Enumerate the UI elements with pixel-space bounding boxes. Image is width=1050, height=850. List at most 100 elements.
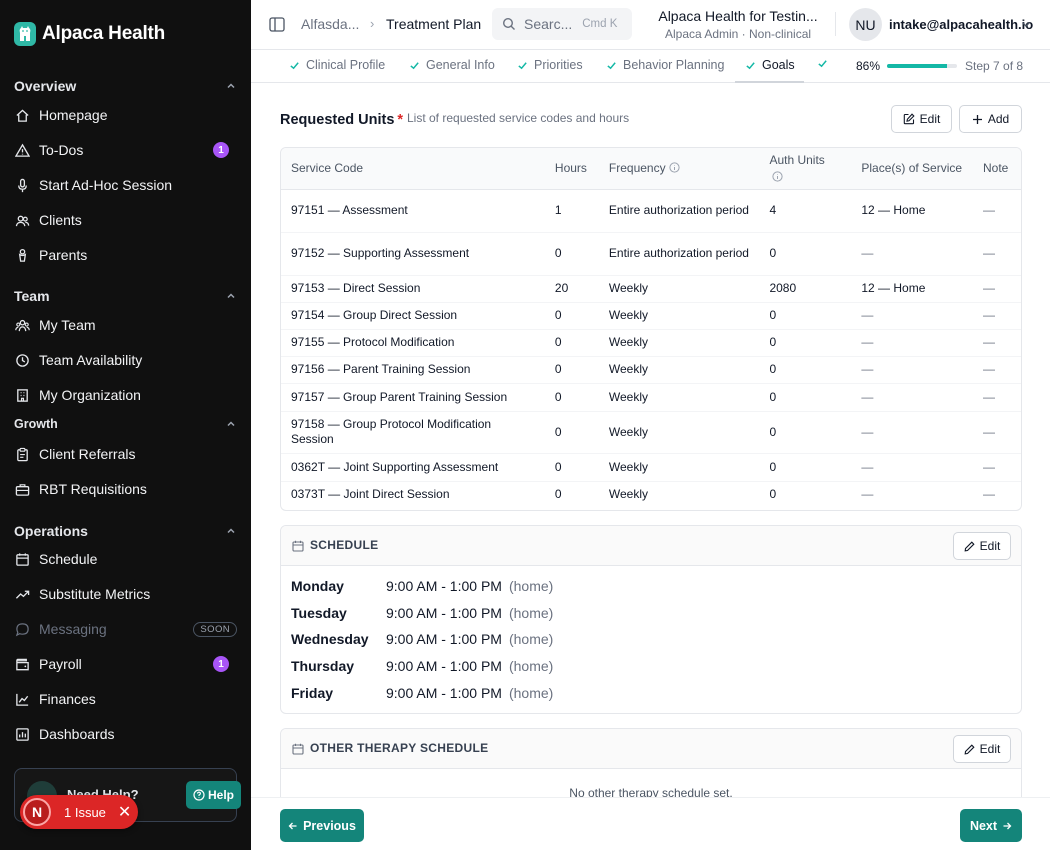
- column-header-auth-units-text: Auth Units: [769, 153, 825, 168]
- auth-units-cell: 4: [759, 189, 852, 233]
- table-row: 0362T — Joint Supporting Assessment 0 Week…: [281, 453, 1021, 482]
- calendar-icon: [292, 743, 304, 755]
- chevron-up-icon: [227, 83, 235, 89]
- tab-label: Behavior Planning: [623, 58, 725, 72]
- auth-units-cell: 0: [759, 411, 852, 454]
- section-team[interactable]: Team: [14, 288, 237, 304]
- tab-next-step[interactable]: [817, 58, 828, 69]
- place-of-service-cell: 12 — Home: [851, 189, 973, 233]
- sidebar-item-todos[interactable]: To-Dos 1: [14, 136, 237, 164]
- sidebar-item-label: Client Referrals: [39, 446, 136, 462]
- sidebar-item-start-adhoc-session[interactable]: Start Ad-Hoc Session: [14, 171, 237, 199]
- tab-goals[interactable]: Goals: [745, 58, 795, 72]
- brand[interactable]: Alpaca Health: [14, 22, 165, 46]
- frequency-cell: Weekly: [598, 302, 760, 330]
- sidebar-item-team-availability[interactable]: Team Availability: [14, 346, 237, 374]
- sidebar-item-label: Finances: [39, 691, 96, 707]
- schedule-location: (home): [508, 578, 554, 594]
- org-name[interactable]: Alpaca Health for Testin...: [658, 8, 818, 24]
- next-button[interactable]: Next: [960, 809, 1022, 842]
- schedule-title: SCHEDULE: [310, 538, 379, 552]
- sidebar-item-label: RBT Requisitions: [39, 481, 147, 497]
- hours-cell: 1: [544, 189, 599, 233]
- sidebar-item-payroll[interactable]: Payroll 1: [14, 650, 237, 678]
- sidebar-item-messaging: Messaging SOON: [14, 615, 237, 643]
- progress-percent: 86%: [856, 59, 881, 73]
- sidebar-item-schedule[interactable]: Schedule: [14, 545, 237, 573]
- previous-button[interactable]: Previous: [280, 809, 364, 842]
- pacifier-icon: [14, 247, 30, 263]
- issue-indicator[interactable]: N 1 Issue ✕: [20, 795, 138, 829]
- sidebar-item-rbt-requisitions[interactable]: RBT Requisitions: [14, 475, 237, 503]
- note-cell: —: [972, 453, 1021, 482]
- edit-other-therapy-button[interactable]: Edit: [953, 735, 1011, 763]
- help-button[interactable]: Help: [186, 781, 241, 809]
- tab-label: General Info: [426, 58, 495, 72]
- sidebar-item-client-referrals[interactable]: Client Referrals: [14, 440, 237, 468]
- chevron-up-icon: [227, 528, 235, 534]
- search-shortcut: Cmd K: [582, 18, 618, 30]
- sidebar-item-label: My Team: [39, 317, 96, 333]
- schedule-time: 9:00 AM - 1:00 PM: [386, 605, 502, 621]
- section-operations[interactable]: Operations: [14, 523, 237, 539]
- search-placeholder: Searc...: [524, 16, 573, 32]
- add-unit-button[interactable]: Add: [959, 105, 1022, 133]
- sidebar-item-my-organization[interactable]: My Organization: [14, 381, 237, 409]
- schedule-location: (home): [508, 685, 554, 701]
- sidebar-item-label: Dashboards: [39, 726, 115, 742]
- edit-units-button[interactable]: Edit: [891, 105, 952, 133]
- clipboard-icon: [14, 446, 30, 462]
- sidebar-item-label: Schedule: [39, 551, 98, 567]
- arrow-left-icon: [288, 822, 297, 829]
- tab-clinical-profile[interactable]: Clinical Profile: [289, 58, 385, 72]
- user-email[interactable]: intake@alpacahealth.io: [889, 17, 1034, 32]
- info-icon[interactable]: [668, 162, 680, 173]
- close-icon[interactable]: ✕: [117, 804, 132, 821]
- progress-bar: [887, 64, 957, 68]
- sidebar-item-finances[interactable]: Finances: [14, 685, 237, 713]
- tab-label: Clinical Profile: [306, 58, 386, 72]
- sidebar-toggle-icon[interactable]: [269, 17, 285, 32]
- frequency-cell: Entire authorization period: [598, 232, 760, 276]
- sidebar-item-parents[interactable]: Parents: [14, 241, 237, 269]
- sidebar-item-dashboards[interactable]: Dashboards: [14, 720, 237, 748]
- service-code-cell: 97151 — Assessment: [281, 189, 545, 233]
- edit-schedule-button[interactable]: Edit: [953, 532, 1011, 560]
- chat-bubble-icon: [14, 621, 30, 637]
- tab-label: Priorities: [534, 58, 583, 72]
- tab-priorities[interactable]: Priorities: [517, 58, 583, 72]
- info-icon[interactable]: [772, 171, 784, 182]
- auth-units-cell: 2080: [759, 275, 852, 303]
- sidebar-item-clients[interactable]: Clients: [14, 206, 237, 234]
- briefcase-icon: [14, 481, 30, 497]
- chevron-down-icon[interactable]: [1020, 18, 1032, 30]
- schedule-row: Monday 9:00 AM - 1:00 PM (home): [291, 578, 553, 594]
- frequency-cell: Weekly: [598, 383, 760, 412]
- tab-general-info[interactable]: General Info: [409, 58, 495, 72]
- table-row: 97158 — Group Protocol Modification Sess…: [281, 411, 1021, 454]
- soon-tag: SOON: [193, 621, 237, 637]
- service-code-cell: 97157 — Group Parent Training Session: [281, 383, 545, 412]
- sidebar-item-my-team[interactable]: My Team: [14, 311, 237, 339]
- note-cell: —: [982, 487, 995, 502]
- column-header-hours: Hours: [554, 160, 587, 175]
- tab-behavior-planning[interactable]: Behavior Planning: [606, 58, 724, 72]
- breadcrumb-client[interactable]: Alfasda...: [301, 16, 360, 32]
- check-icon: [410, 61, 419, 69]
- table-row: 0373T — Joint Direct Session 0 Weekly 0 — —: [281, 481, 1021, 508]
- search-input[interactable]: Searc... Cmd K: [492, 8, 632, 40]
- sidebar-item-homepage[interactable]: Homepage: [14, 101, 237, 129]
- main-content: Requested Units * List of requested servi…: [251, 83, 1050, 797]
- avatar[interactable]: NU: [849, 8, 882, 41]
- schedule-location: (home): [508, 605, 554, 621]
- service-code-cell: 97152 — Supporting Assessment: [281, 232, 545, 276]
- note-cell: —: [972, 275, 1021, 303]
- hours-cell: 0: [544, 411, 599, 454]
- plan-navigation-footer: Previous Next: [251, 797, 1050, 850]
- section-overview[interactable]: Overview: [14, 78, 237, 94]
- requested-units-title: Requested Units *: [280, 112, 403, 128]
- hours-cell: 0: [544, 302, 599, 330]
- section-growth[interactable]: Growth: [14, 417, 237, 431]
- service-code-cell: 0373T — Joint Direct Session: [291, 487, 450, 502]
- sidebar-item-substitute-metrics[interactable]: Substitute Metrics: [14, 580, 237, 608]
